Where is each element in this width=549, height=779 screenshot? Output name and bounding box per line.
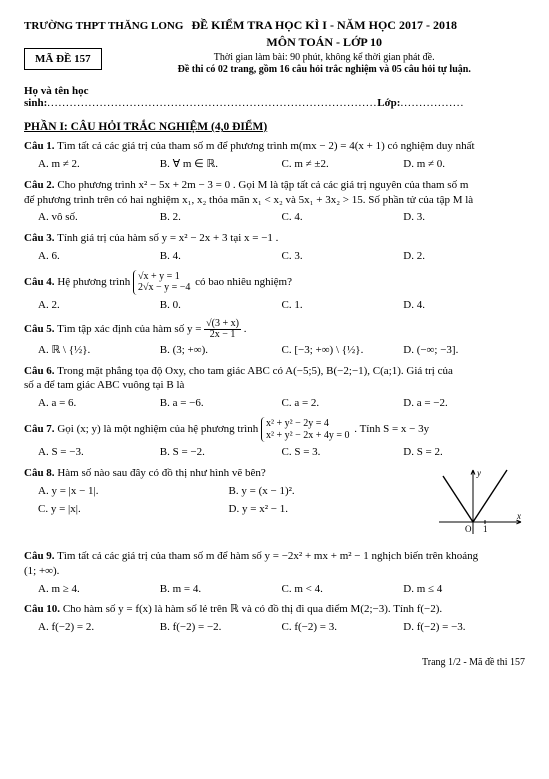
svg-text:1: 1 [483, 524, 488, 534]
q7-C: C. S = 3. [282, 445, 404, 460]
q2-A: A. vô số. [38, 210, 160, 225]
question-4: Câu 4. Hệ phương trình √x + y = 1 2√x − … [24, 270, 525, 313]
svg-text:x: x [516, 511, 521, 521]
q5-B: B. (3; +∞). [160, 343, 282, 358]
exam-title: ĐỀ KIỂM TRA HỌC KÌ I - NĂM HỌC 2017 - 20… [123, 18, 525, 33]
q6-B: B. a = −6. [160, 396, 282, 411]
q9-D: D. m ≤ 4 [403, 582, 525, 597]
q7-D: D. S = 2. [403, 445, 525, 460]
q6-text1: Trong mặt phẳng tọa độ Oxy, cho tam giác… [57, 365, 453, 377]
question-6: Câu 6. Trong mặt phẳng tọa độ Oxy, cho t… [24, 364, 525, 412]
header: TRƯỜNG THPT THĂNG LONG MÃ ĐỀ 157 ĐỀ KIỂM… [24, 18, 525, 75]
q4-pre: Hệ phương trình [57, 276, 130, 288]
svg-text:O: O [465, 524, 472, 534]
q8-D: D. y = x² − 1. [229, 502, 420, 517]
question-9: Câu 9. Tìm tất cả các giá trị của tham s… [24, 549, 525, 597]
q4-B: B. 0. [160, 298, 282, 313]
q4-D: D. 4. [403, 298, 525, 313]
q10-label: Câu 10. [24, 603, 60, 615]
structure: Đề thi có 02 trang, gồm 16 câu hỏi trắc … [123, 64, 525, 75]
q8-B: B. y = (x − 1)². [229, 484, 420, 499]
q3-B: B. 4. [160, 249, 282, 264]
q6-D: D. a = −2. [403, 396, 525, 411]
q5-C: C. [−3; +∞) \ {½}. [282, 343, 404, 358]
q3-label: Câu 3. [24, 232, 55, 244]
q9-text2: (1; +∞). [24, 565, 59, 577]
q7-A: A. S = −3. [38, 445, 160, 460]
q8-graph: 1 Ox y [435, 466, 525, 543]
q9-label: Câu 9. [24, 550, 55, 562]
q10-B: B. f(−2) = −2. [160, 620, 282, 635]
exam-code-box: MÃ ĐỀ 157 [24, 48, 102, 70]
q5-A: A. ℝ \ {½}. [38, 343, 160, 358]
page-footer: Trang 1/2 - Mã đề thi 157 [24, 657, 525, 668]
q10-D: D. f(−2) = −3. [403, 620, 525, 635]
q5-label: Câu 5. [24, 323, 55, 335]
q5-d: 2x − 1 [204, 330, 241, 340]
q2-text1: Cho phương trình x² − 5x + 2m − 3 = 0 . … [57, 179, 468, 191]
q6-A: A. a = 6. [38, 396, 160, 411]
q9-B: B. m = 4. [160, 582, 282, 597]
q4-A: A. 2. [38, 298, 160, 313]
question-7: Câu 7. Gọi (x; y) là một nghiệm của hệ p… [24, 417, 525, 460]
q6-text2: số a để tam giác ABC vuông tại B là [24, 379, 184, 391]
q8-label: Câu 8. [24, 467, 55, 479]
q2-text2: để phương trình trên có hai nghiệm x₁, x… [24, 194, 473, 206]
q2-D: D. 3. [403, 210, 525, 225]
q1-C: C. m ≠ ±2. [282, 157, 404, 172]
q10-text: Cho hàm số y = f(x) là hàm số lẻ trên ℝ … [63, 603, 442, 615]
subject: MÔN TOÁN - LỚP 10 [123, 35, 525, 50]
q10-A: A. f(−2) = 2. [38, 620, 160, 635]
q9-text1: Tìm tất cả các giá trị của tham số m để … [57, 550, 478, 562]
q1-A: A. m ≠ 2. [38, 157, 160, 172]
q4-C: C. 1. [282, 298, 404, 313]
q2-B: B. 2. [160, 210, 282, 225]
q7-post: . Tính S = x − 3y [354, 423, 429, 435]
q6-C: C. a = 2. [282, 396, 404, 411]
q8-A: A. y = |x − 1|. [38, 484, 229, 499]
q1-D: D. m ≠ 0. [403, 157, 525, 172]
q6-label: Câu 6. [24, 365, 55, 377]
q9-C: C. m < 4. [282, 582, 404, 597]
q3-text: Tính giá trị của hàm số y = x² − 2x + 3 … [57, 232, 278, 244]
q3-A: A. 6. [38, 249, 160, 264]
q4-post: có bao nhiêu nghiệm? [195, 276, 292, 288]
q3-C: C. 3. [282, 249, 404, 264]
q4-sys2: 2√x − y = −4 [138, 282, 190, 293]
question-8: Câu 8. Hàm số nào sau đây có đồ thị như … [24, 466, 525, 543]
q1-label: Câu 1. [24, 140, 55, 152]
question-2: Câu 2. Cho phương trình x² − 5x + 2m − 3… [24, 178, 525, 226]
q5-D: D. (−∞; −3]. [403, 343, 525, 358]
q4-label: Câu 4. [24, 276, 55, 288]
q3-D: D. 2. [403, 249, 525, 264]
q7-sys1: x² + y² − 2y = 4 [266, 418, 329, 429]
title-block: ĐỀ KIỂM TRA HỌC KÌ I - NĂM HỌC 2017 - 20… [123, 18, 525, 75]
question-3: Câu 3. Tính giá trị của hàm số y = x² − … [24, 231, 525, 264]
q1-text: Tìm tất cả các giá trị của tham số m để … [57, 140, 474, 152]
question-1: Câu 1. Tìm tất cả các giá trị của tham s… [24, 139, 525, 172]
q4-system: √x + y = 1 2√x − y = −4 [133, 270, 192, 295]
q7-system: x² + y² − 2y = 4 x² + y² − 2x + 4y = 0 [261, 417, 352, 442]
q7-label: Câu 7. [24, 423, 55, 435]
q2-C: C. 4. [282, 210, 404, 225]
q5-frac: √(3 + x) 2x − 1 [204, 319, 241, 340]
q7-sys2: x² + y² − 2x + 4y = 0 [266, 430, 350, 441]
q2-label: Câu 2. [24, 179, 55, 191]
question-10: Câu 10. Cho hàm số y = f(x) là hàm số lẻ… [24, 602, 525, 635]
q7-pre: Gọi (x; y) là một nghiệm của hệ phương t… [57, 423, 258, 435]
q1-B: B. ∀ m ∈ ℝ. [160, 157, 282, 172]
q5-pre: Tìm tập xác định của hàm số y = [57, 323, 201, 335]
q8-C: C. y = |x|. [38, 502, 229, 517]
class-label: Lớp: [377, 97, 400, 109]
q9-A: A. m ≥ 4. [38, 582, 160, 597]
q4-sys1: √x + y = 1 [138, 271, 180, 282]
q10-C: C. f(−2) = 3. [282, 620, 404, 635]
q8-text: Hàm số nào sau đây có đồ thị như hình vẽ… [57, 467, 266, 479]
section-title: PHẦN I: CÂU HỎI TRẮC NGHIỆM (4,0 ĐIỂM) [24, 121, 525, 133]
student-line: Họ và tên học sinh:.....................… [24, 85, 525, 109]
question-5: Câu 5. Tìm tập xác định của hàm số y = √… [24, 319, 525, 358]
svg-text:y: y [476, 468, 481, 478]
q7-B: B. S = −2. [160, 445, 282, 460]
time: Thời gian làm bài: 90 phút, không kể thờ… [123, 52, 525, 63]
